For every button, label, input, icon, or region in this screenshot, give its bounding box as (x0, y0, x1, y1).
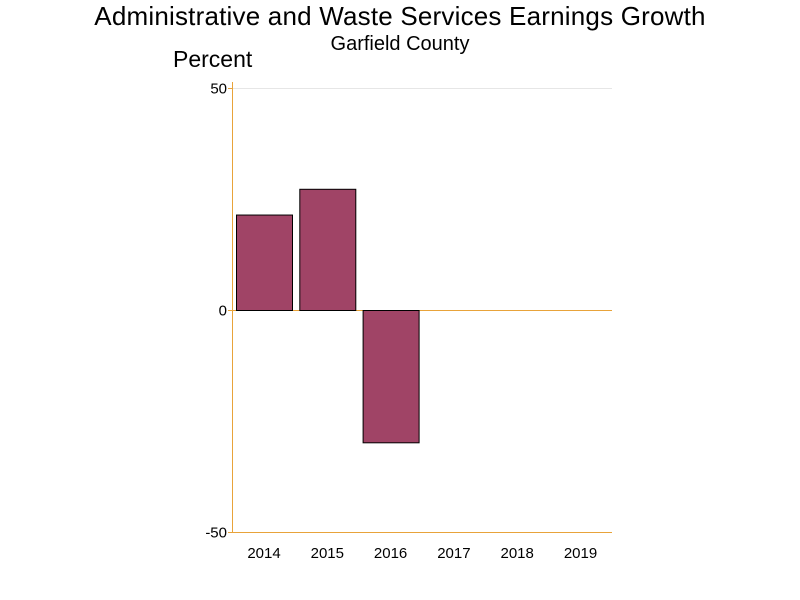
bar-2015 (299, 188, 357, 311)
x-tick-label: 2014 (247, 545, 280, 562)
chart-title: Administrative and Waste Services Earnin… (94, 1, 706, 31)
chart-subtitle: Garfield County (330, 33, 470, 55)
x-tick-label: 2016 (374, 545, 407, 562)
chart-axes (228, 82, 612, 533)
x-tick-label: 2015 (311, 545, 344, 562)
y-tick-label: 50 (210, 81, 227, 98)
x-tick-label: 2018 (501, 545, 534, 562)
x-tick-label: 2017 (437, 545, 470, 562)
y-axis-label: Percent (173, 46, 253, 72)
bar-2016 (362, 310, 420, 444)
chart-bars (236, 188, 420, 444)
y-tick-label: -50 (205, 525, 227, 542)
y-tick-label: 0 (219, 303, 227, 320)
x-tick-label: 2019 (564, 545, 597, 562)
bar-2014 (236, 214, 293, 311)
chart-tick-labels: 50 0 -50 2014 2015 2016 2017 2018 2019 (205, 81, 597, 563)
